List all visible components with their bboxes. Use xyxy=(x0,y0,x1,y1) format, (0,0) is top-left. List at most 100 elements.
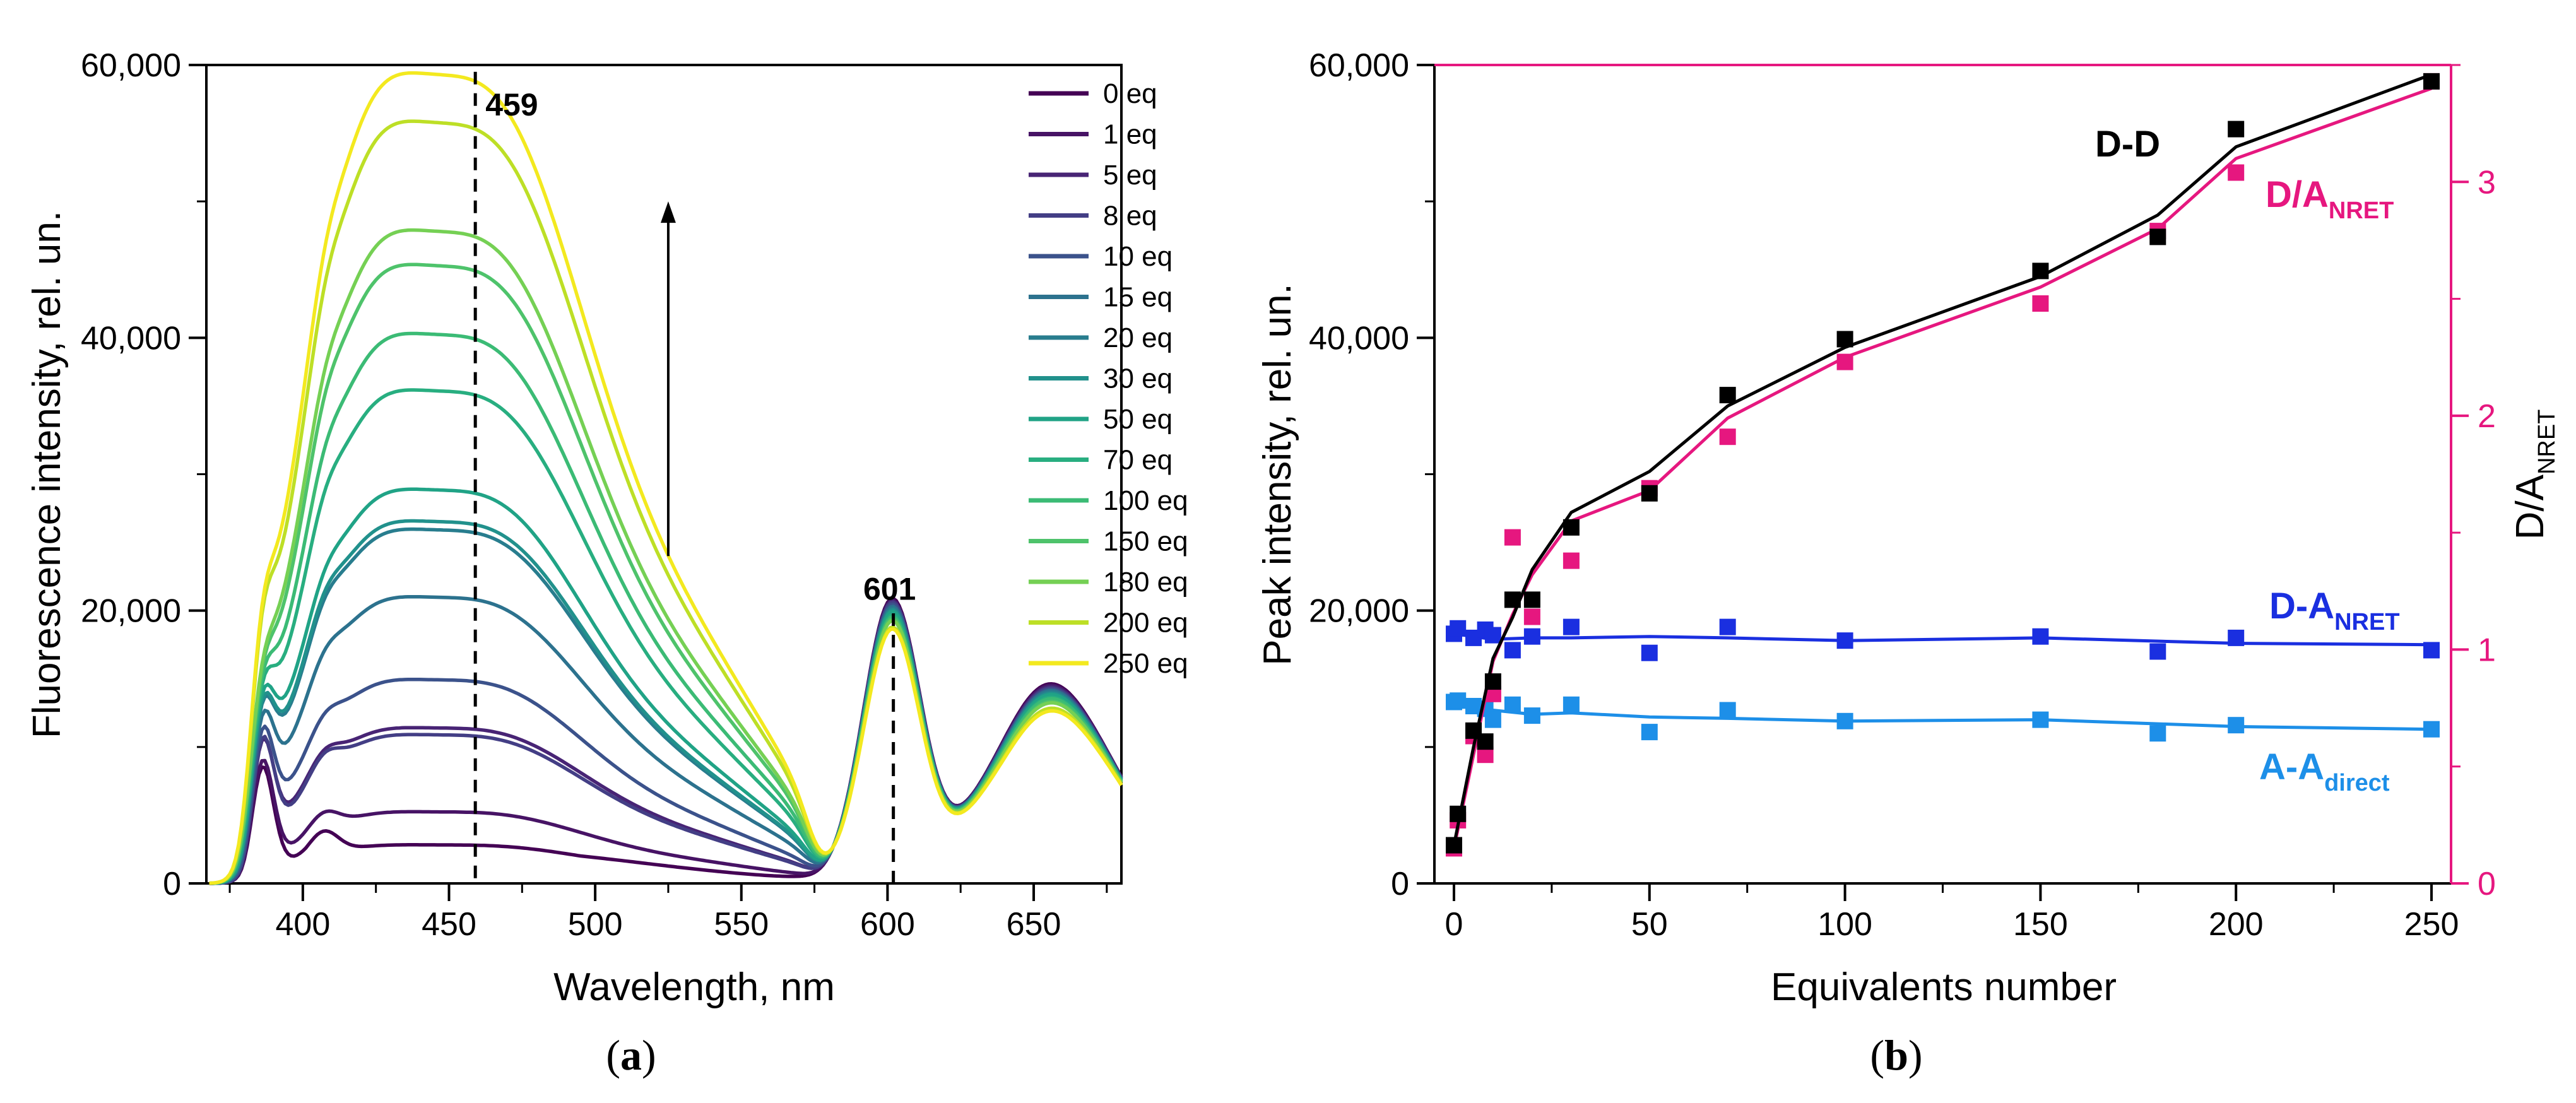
panel-b-y-tick-label: 40,000 xyxy=(1309,320,1409,357)
data-point xyxy=(1641,644,1658,661)
panel-a-fluorescence-spectra: 0 20,000 40,000 60,000 400 450 500 550 600 650 4… xyxy=(25,47,1188,1079)
data-point xyxy=(1477,733,1494,750)
legend-label: 20 eq xyxy=(1103,322,1173,353)
data-point xyxy=(1504,696,1521,713)
data-point xyxy=(1719,702,1736,719)
annotation-459: 459 xyxy=(485,87,538,122)
panel-b-x-tick-label: 0 xyxy=(1445,906,1463,943)
panel-a-y-tick-label: 20,000 xyxy=(81,593,181,630)
panel-b-peak-intensity: 0 20,000 40,000 60,000 0 1 2 3 0 50 100 150 200 250… xyxy=(1256,47,2560,1079)
data-point xyxy=(2149,228,2166,245)
spectrum-curve-250-eq xyxy=(209,71,1123,885)
fit-line-d-d xyxy=(1452,73,2432,846)
data-point xyxy=(1836,331,1853,348)
panel-b-x-axis-title: Equivalents number xyxy=(1771,965,2117,1009)
data-point xyxy=(1450,805,1467,822)
panel-b-right-y-tick-label: 3 xyxy=(2478,164,2496,201)
legend-label: 8 eq xyxy=(1103,201,1157,232)
panel-a-x-tick-label: 500 xyxy=(568,906,623,943)
legend-label: 180 eq xyxy=(1103,567,1188,598)
panel-b-x-tick-label: 200 xyxy=(2209,906,2264,943)
panel-b-y-tick-label: 0 xyxy=(1391,866,1409,902)
data-point xyxy=(2228,164,2245,181)
panel-b-right-y-ticks: 0 1 2 3 xyxy=(2451,64,2496,902)
data-point xyxy=(1836,712,1853,729)
panel-a-x-tick-label: 400 xyxy=(275,906,330,943)
data-point xyxy=(1719,618,1736,635)
panel-b-right-y-tick-label: 2 xyxy=(2478,398,2496,435)
panel-a-x-axis-title: Wavelength, nm xyxy=(553,965,835,1009)
data-point xyxy=(2032,711,2049,728)
data-point xyxy=(2228,121,2245,138)
panel-b-x-tick-label: 150 xyxy=(2013,906,2068,943)
panel-a-x-tick-label: 600 xyxy=(860,906,915,943)
panel-b-x-tick-label: 100 xyxy=(1817,906,1872,943)
legend-label: 250 eq xyxy=(1103,648,1188,679)
increase-arrow-head xyxy=(660,201,676,223)
series-label-d-a-nret: D-ANRET xyxy=(2269,586,2400,635)
data-point xyxy=(1523,591,1540,608)
data-point xyxy=(2032,262,2049,280)
panel-a-annotations: 459 601 xyxy=(473,71,916,883)
panel-b-right-y-tick-label: 0 xyxy=(2478,866,2496,902)
data-point xyxy=(2149,643,2166,660)
data-point xyxy=(1504,591,1521,608)
panel-b-x-tick-label: 50 xyxy=(1631,906,1668,943)
data-point xyxy=(1484,627,1501,644)
data-point xyxy=(1504,529,1521,546)
data-point xyxy=(2032,295,2049,312)
fit-line-d-a xyxy=(1453,632,2432,647)
panel-a-x-tick-label: 550 xyxy=(714,906,769,943)
data-point xyxy=(1719,387,1736,404)
panel-a-legend: 0 eq 1 eq 5 eq 8 eq 10 eq 15 eq 20 eq 30 eq 50 e… xyxy=(1029,78,1188,679)
data-point xyxy=(2423,642,2440,659)
panel-b-right-y-tick-label: 1 xyxy=(2478,632,2496,668)
legend-label: 100 eq xyxy=(1103,485,1188,516)
panel-a-y-tick-label: 60,000 xyxy=(81,47,181,84)
panel-a-x-tick-label: 650 xyxy=(1007,906,1061,943)
panel-a-y-tick-label: 0 xyxy=(163,866,181,902)
legend-label: 10 eq xyxy=(1103,241,1173,272)
panel-a-spectra-curves xyxy=(209,71,1123,885)
panel-b-right-y-axis-title: D/ANRET xyxy=(2508,410,2560,540)
legend-label: 15 eq xyxy=(1103,282,1173,313)
data-point xyxy=(2228,629,2245,646)
panel-b-y-tick-label: 20,000 xyxy=(1309,593,1409,630)
data-point xyxy=(1719,428,1736,445)
panel-b-series xyxy=(1446,73,2440,857)
legend-label: 30 eq xyxy=(1103,363,1173,394)
panel-a-label: (a) xyxy=(606,1031,656,1079)
legend-label: 5 eq xyxy=(1103,160,1157,191)
legend-label: 50 eq xyxy=(1103,404,1173,435)
data-point xyxy=(1523,608,1540,625)
legend-label: 150 eq xyxy=(1103,526,1188,557)
legend-label: 70 eq xyxy=(1103,445,1173,476)
panel-b-x-ticks: 0 50 100 150 200 250 xyxy=(1445,883,2459,943)
series-label-a-a-direct: A-Adirect xyxy=(2259,746,2390,796)
data-point xyxy=(1836,632,1853,649)
series-label-d-a-nret-ratio: D/ANRET xyxy=(2266,174,2394,224)
data-point xyxy=(2228,717,2245,734)
data-point xyxy=(1484,711,1501,728)
data-point xyxy=(1563,552,1580,569)
panel-a-x-tick-label: 450 xyxy=(422,906,476,943)
series-label-d-d: D-D xyxy=(2095,124,2160,165)
data-point xyxy=(2149,725,2166,742)
data-point xyxy=(1484,673,1501,690)
data-point xyxy=(2423,73,2440,90)
data-point xyxy=(1523,707,1540,724)
legend-label: 0 eq xyxy=(1103,78,1157,109)
panel-b-x-tick-label: 250 xyxy=(2404,906,2459,943)
data-point xyxy=(1563,696,1580,713)
data-point xyxy=(1641,724,1658,741)
data-point xyxy=(1504,642,1521,659)
panel-b-label: (b) xyxy=(1870,1031,1922,1079)
annotation-601: 601 xyxy=(863,571,916,606)
data-point xyxy=(2032,628,2049,645)
data-point xyxy=(1450,692,1467,709)
panel-b-y-axis-title: Peak intensity, rel. un. xyxy=(1256,283,1299,665)
panel-a-y-ticks: 0 20,000 40,000 60,000 xyxy=(81,47,206,902)
panel-b-left-y-ticks: 0 20,000 40,000 60,000 xyxy=(1309,47,1434,902)
